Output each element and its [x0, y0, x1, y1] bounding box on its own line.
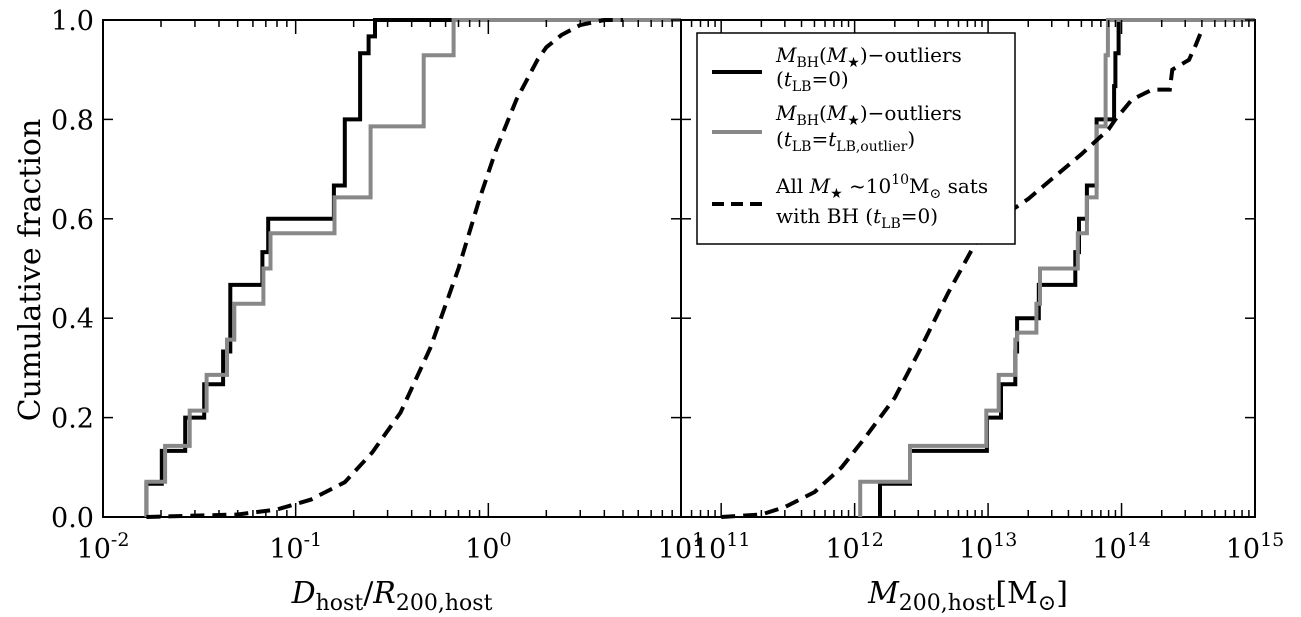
legend: MBH(M★)−outliers(tLB=0)MBH(M★)−outliers(… [696, 32, 1016, 245]
right-x-axis-label-text: M200,host[M⊙] [867, 576, 1068, 616]
y-tick-label: 0.2 [51, 404, 94, 435]
left-series-black [144, 18, 681, 517]
y-tick-label: 0.0 [51, 503, 94, 534]
right-panel: 1011 1012 1013 1014 1015 M200,host[M⊙] [680, 18, 1285, 616]
left-y-ticks-group: 0.0 0.2 0.4 0.6 0.8 1.0 [51, 6, 94, 534]
right-series-grey [858, 18, 1255, 517]
right-series-dashed [721, 29, 1204, 519]
left-series-group [144, 18, 681, 519]
right-x-tick-label: 1013 [959, 529, 1018, 565]
left-x-axis-label: Dhost/R200,host [291, 576, 493, 616]
left-panel: 10-2 10-1 100 101 0.0 0.2 0.4 0.6 0.8 1.0 Dhost/… [51, 6, 704, 616]
y-tick-label: 0.8 [51, 105, 94, 136]
right-x-tick-label: 1011 [692, 529, 751, 565]
y-tick-label: 0.6 [51, 205, 94, 236]
left-x-axis-label-text: Dhost/R200,host [291, 576, 493, 616]
left-x-tick-label: 100 [465, 529, 511, 565]
legend-entry-3-line2: with BH (tLB=0) [776, 204, 938, 232]
left-x-tick-label: 10-2 [77, 529, 130, 565]
left-series-grey [144, 18, 681, 517]
legend-entry-2-line2: (tLB=tLB,outlier) [776, 127, 915, 155]
legend-entry-1-line2: (tLB=0) [776, 67, 849, 95]
legend-box [696, 32, 1016, 245]
right-x-tick-label: 1012 [825, 529, 884, 565]
right-ticks-group: 1011 1012 1013 1014 1015 [680, 19, 1285, 565]
y-tick-label: 1.0 [51, 6, 94, 37]
left-x-tick-label: 101 [658, 529, 704, 565]
left-series-dashed [146, 18, 623, 519]
right-x-tick-label: 1015 [1226, 529, 1285, 565]
left-ticks-group: 10-2 10-1 100 101 [77, 19, 704, 565]
legend-entry-3-line1: All M★ ~1010M⊙ sats [775, 172, 988, 202]
right-x-axis-label: M200,host[M⊙] [867, 576, 1068, 616]
legend-entry-1-line1: MBH(M★)−outliers [775, 43, 962, 71]
y-axis-label: Cumulative fraction [13, 119, 48, 422]
left-x-tick-label: 10-1 [269, 529, 322, 565]
legend-entry-2-line1: MBH(M★)−outliers [775, 101, 962, 129]
y-tick-label: 0.4 [51, 304, 94, 335]
right-series-group [721, 18, 1255, 519]
right-x-tick-label: 1014 [1092, 529, 1151, 565]
